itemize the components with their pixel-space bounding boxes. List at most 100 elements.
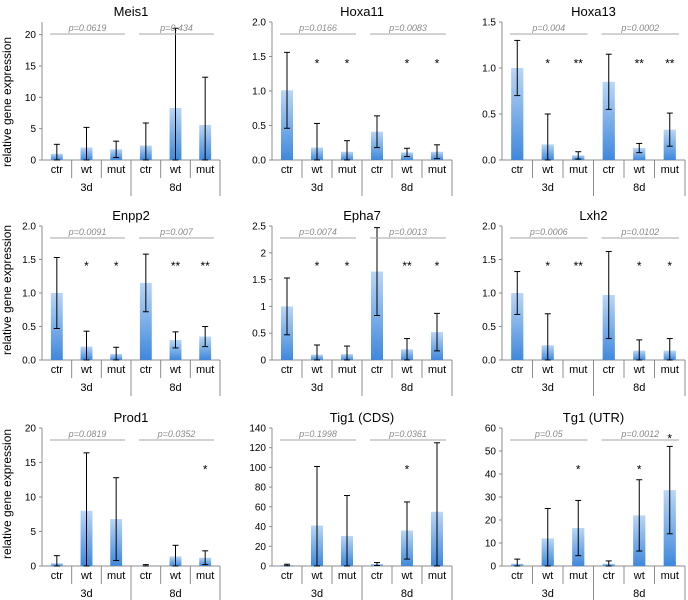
p-value-label: p=0.05 bbox=[534, 429, 564, 439]
y-axis-label-row-2: relative gene expression bbox=[0, 225, 14, 355]
x-category-label: mut bbox=[196, 164, 214, 176]
x-category-label: mut bbox=[428, 164, 446, 176]
x-group-label: 8d bbox=[633, 588, 645, 600]
y-tick-label: 140 bbox=[249, 424, 266, 435]
x-category-label: ctr bbox=[603, 570, 616, 582]
p-value-label: p=0.0091 bbox=[68, 227, 107, 237]
y-tick-label: 0.0 bbox=[252, 156, 266, 167]
chart-title: Meis1 bbox=[114, 4, 149, 19]
y-tick-label: 1.5 bbox=[482, 18, 496, 29]
x-category-label: wt bbox=[311, 364, 323, 376]
chart-title: Epha7 bbox=[343, 208, 381, 223]
x-category-label: mut bbox=[661, 364, 679, 376]
chart-title: Enpp2 bbox=[112, 208, 150, 223]
y-tick-label: 0 bbox=[30, 562, 36, 573]
y-axis-label-row-1: relative gene expression bbox=[0, 37, 14, 167]
p-value-label: p=0.0006 bbox=[529, 227, 568, 237]
significance-star: ** bbox=[574, 56, 584, 70]
x-category-label: wt bbox=[541, 364, 553, 376]
x-group-label: 3d bbox=[80, 182, 92, 194]
p-value-label: p=0.0819 bbox=[68, 429, 107, 439]
y-tick-label: 15 bbox=[25, 458, 37, 469]
significance-star: * bbox=[667, 431, 672, 445]
x-category-label: wt bbox=[633, 364, 645, 376]
x-category-label: mut bbox=[338, 364, 356, 376]
x-category-label: wt bbox=[633, 570, 645, 582]
y-tick-label: 2.5 bbox=[252, 222, 266, 233]
x-category-label: ctr bbox=[511, 364, 524, 376]
bar-ctr-8d bbox=[602, 81, 615, 160]
y-tick-label: 40 bbox=[255, 522, 267, 533]
y-tick-label: 10 bbox=[485, 539, 497, 550]
significance-star: * bbox=[667, 259, 672, 273]
p-value-label: p=0.434 bbox=[159, 23, 193, 33]
significance-star: * bbox=[637, 462, 642, 476]
y-tick-label: 10 bbox=[25, 93, 37, 104]
chart-title: Hoxa13 bbox=[571, 4, 616, 19]
x-category-label: wt bbox=[80, 164, 92, 176]
x-group-label: 8d bbox=[401, 182, 413, 194]
x-category-label: wt bbox=[80, 570, 92, 582]
x-group-label: 3d bbox=[311, 588, 323, 600]
x-group-label: 8d bbox=[401, 588, 413, 600]
p-value-label: p=0.0102 bbox=[620, 227, 659, 237]
significance-star: * bbox=[345, 56, 350, 70]
bar-wt-8d bbox=[633, 148, 646, 160]
y-axis-label-row-3: relative gene expression bbox=[0, 429, 14, 559]
x-category-label: mut bbox=[569, 570, 587, 582]
x-category-label: mut bbox=[107, 570, 125, 582]
y-tick-label: 50 bbox=[485, 447, 497, 458]
y-tick-label: 0.0 bbox=[482, 356, 496, 367]
bar-mut-8d bbox=[199, 336, 212, 360]
chart-panel-3: Hoxa13 0.0 0.5 1.0 1.5 ctr * wt ** mut ctr ** wt ** mu… bbox=[482, 4, 686, 196]
chart-panels: Meis1 0 5 10 15 20 ctr wt mut ctr wt mut 3d 8d p=0.061… bbox=[22, 4, 686, 600]
y-tick-label: 5 bbox=[30, 124, 36, 135]
y-tick-label: 30 bbox=[485, 493, 497, 504]
x-category-label: ctr bbox=[603, 364, 616, 376]
bar-ctr-8d bbox=[139, 282, 152, 360]
x-category-label: ctr bbox=[281, 364, 294, 376]
chart-title: Tig1 (CDS) bbox=[330, 410, 395, 425]
y-tick-label: 0.5 bbox=[482, 322, 496, 333]
chart-panel-6: Lxh2 0.0 0.5 1.0 1.5 2.0 ctr * wt ** mut ctr * wt * mut… bbox=[482, 208, 686, 396]
x-group-label: 3d bbox=[542, 588, 554, 600]
x-category-label: wt bbox=[311, 570, 323, 582]
p-value-label: p=0.0619 bbox=[68, 23, 107, 33]
y-tick-label: 20 bbox=[25, 30, 37, 41]
chart-title: Prod1 bbox=[114, 410, 149, 425]
y-tick-label: 0.5 bbox=[482, 110, 496, 121]
x-category-label: mut bbox=[428, 570, 446, 582]
x-group-label: 8d bbox=[401, 382, 413, 394]
x-group-label: 3d bbox=[80, 382, 92, 394]
x-group-label: 8d bbox=[169, 588, 181, 600]
y-tick-label: 0.0 bbox=[22, 356, 36, 367]
significance-star: * bbox=[576, 462, 581, 476]
chart-panel-4: Enpp2 0.0 0.5 1.0 1.5 2.0 ctr * wt * mut ctr ** wt ** m… bbox=[22, 208, 221, 396]
bar-wt-8d bbox=[169, 339, 182, 360]
x-category-label: ctr bbox=[51, 364, 64, 376]
y-tick-label: 2.0 bbox=[482, 222, 496, 233]
significance-star: * bbox=[203, 462, 208, 476]
significance-star: * bbox=[315, 56, 320, 70]
x-category-label: ctr bbox=[371, 570, 384, 582]
y-tick-label: 1.0 bbox=[482, 289, 496, 300]
x-category-label: mut bbox=[338, 164, 356, 176]
x-category-label: ctr bbox=[140, 570, 153, 582]
y-tick-label: 1.0 bbox=[482, 64, 496, 75]
x-category-label: wt bbox=[633, 164, 645, 176]
y-tick-label: 5 bbox=[30, 527, 36, 538]
x-category-label: mut bbox=[107, 164, 125, 176]
y-tick-label: 60 bbox=[485, 424, 497, 435]
x-group-label: 8d bbox=[169, 382, 181, 394]
y-tick-label: 0 bbox=[260, 356, 266, 367]
y-tick-label: 0.0 bbox=[482, 156, 496, 167]
p-value-label: p=0.004 bbox=[531, 23, 565, 33]
y-tick-label: 0 bbox=[260, 562, 266, 573]
significance-star: * bbox=[405, 462, 410, 476]
x-category-label: wt bbox=[311, 164, 323, 176]
x-category-label: mut bbox=[338, 570, 356, 582]
y-tick-label: 0.5 bbox=[252, 329, 266, 340]
x-category-label: ctr bbox=[51, 164, 64, 176]
y-tick-label: 1.5 bbox=[482, 255, 496, 266]
